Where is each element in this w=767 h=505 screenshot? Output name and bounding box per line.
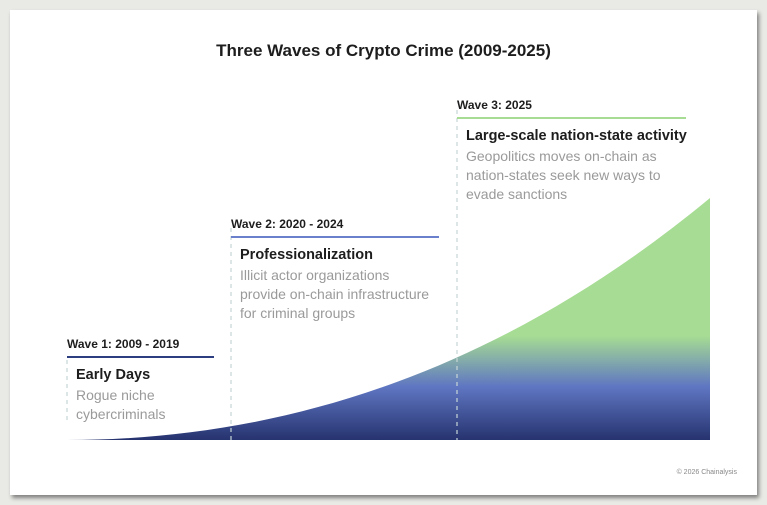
growth-area — [67, 198, 710, 440]
wave-3-description-line: nation-states seek new ways to — [466, 167, 661, 183]
wave-3-description-line: evade sanctions — [466, 186, 568, 202]
wave-3-title: Large-scale nation-state activity — [466, 128, 687, 144]
wave-3-label: Wave 3: 2025 — [457, 98, 532, 112]
wave-3-description-line: Geopolitics moves on-chain as — [466, 148, 657, 164]
page-title: Three Waves of Crypto Crime (2009-2025) — [216, 41, 551, 60]
wave-2-title: Professionalization — [240, 247, 373, 263]
wave-2-description-line: provide on-chain infrastructure — [240, 286, 430, 302]
copyright-notice: © 2026 Chainalysis — [676, 469, 737, 476]
wave-1-description-line: cybercriminals — [76, 406, 166, 422]
wave-3-description: Geopolitics moves on-chain as nation-sta… — [466, 147, 661, 204]
wave-1-title: Early Days — [76, 367, 151, 383]
wave-2-description-line: Illicit actor organizations — [240, 267, 390, 283]
wave-2-description-line: for criminal groups — [240, 305, 356, 321]
wave-1-description: Rogue niche cybercriminals — [76, 386, 165, 424]
wave-2-description: Illicit actor organizations provide on-c… — [240, 266, 429, 323]
infographic-card: Three Waves of Crypto Crime (2009-2025) … — [10, 10, 757, 495]
wave-2-label: Wave 2: 2020 - 2024 — [231, 217, 344, 231]
wave-1-description-line: Rogue niche — [76, 387, 155, 403]
growth-area-chart — [66, 110, 710, 440]
wave-1-label: Wave 1: 2009 - 2019 — [67, 337, 180, 351]
